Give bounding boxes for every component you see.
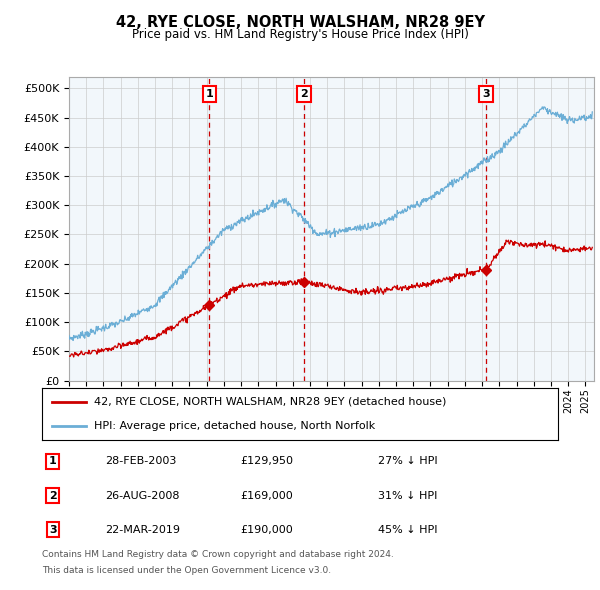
Text: 27% ↓ HPI: 27% ↓ HPI: [378, 457, 437, 466]
Text: 45% ↓ HPI: 45% ↓ HPI: [378, 525, 437, 535]
Text: HPI: Average price, detached house, North Norfolk: HPI: Average price, detached house, Nort…: [94, 421, 375, 431]
Text: 42, RYE CLOSE, NORTH WALSHAM, NR28 9EY (detached house): 42, RYE CLOSE, NORTH WALSHAM, NR28 9EY (…: [94, 396, 446, 407]
Bar: [486, 77, 594, 381]
Text: 28-FEB-2003: 28-FEB-2003: [105, 457, 176, 466]
Text: Price paid vs. HM Land Registry's House Price Index (HPI): Price paid vs. HM Land Registry's House …: [131, 28, 469, 41]
Text: 1: 1: [206, 89, 214, 99]
Text: 31% ↓ HPI: 31% ↓ HPI: [378, 491, 437, 500]
Text: £129,950: £129,950: [240, 457, 293, 466]
Text: 42, RYE CLOSE, NORTH WALSHAM, NR28 9EY: 42, RYE CLOSE, NORTH WALSHAM, NR28 9EY: [115, 15, 485, 30]
Bar: [209, 77, 304, 381]
Bar: [304, 77, 486, 381]
Text: This data is licensed under the Open Government Licence v3.0.: This data is licensed under the Open Gov…: [42, 566, 331, 575]
Text: 3: 3: [482, 89, 490, 99]
Text: Contains HM Land Registry data © Crown copyright and database right 2024.: Contains HM Land Registry data © Crown c…: [42, 550, 394, 559]
Text: £169,000: £169,000: [240, 491, 293, 500]
Text: 2: 2: [49, 491, 56, 500]
Text: 26-AUG-2008: 26-AUG-2008: [105, 491, 179, 500]
Text: 22-MAR-2019: 22-MAR-2019: [105, 525, 180, 535]
Text: 3: 3: [49, 525, 56, 535]
Bar: [69, 77, 209, 381]
Text: 2: 2: [300, 89, 308, 99]
Text: £190,000: £190,000: [240, 525, 293, 535]
Text: 1: 1: [49, 457, 56, 466]
